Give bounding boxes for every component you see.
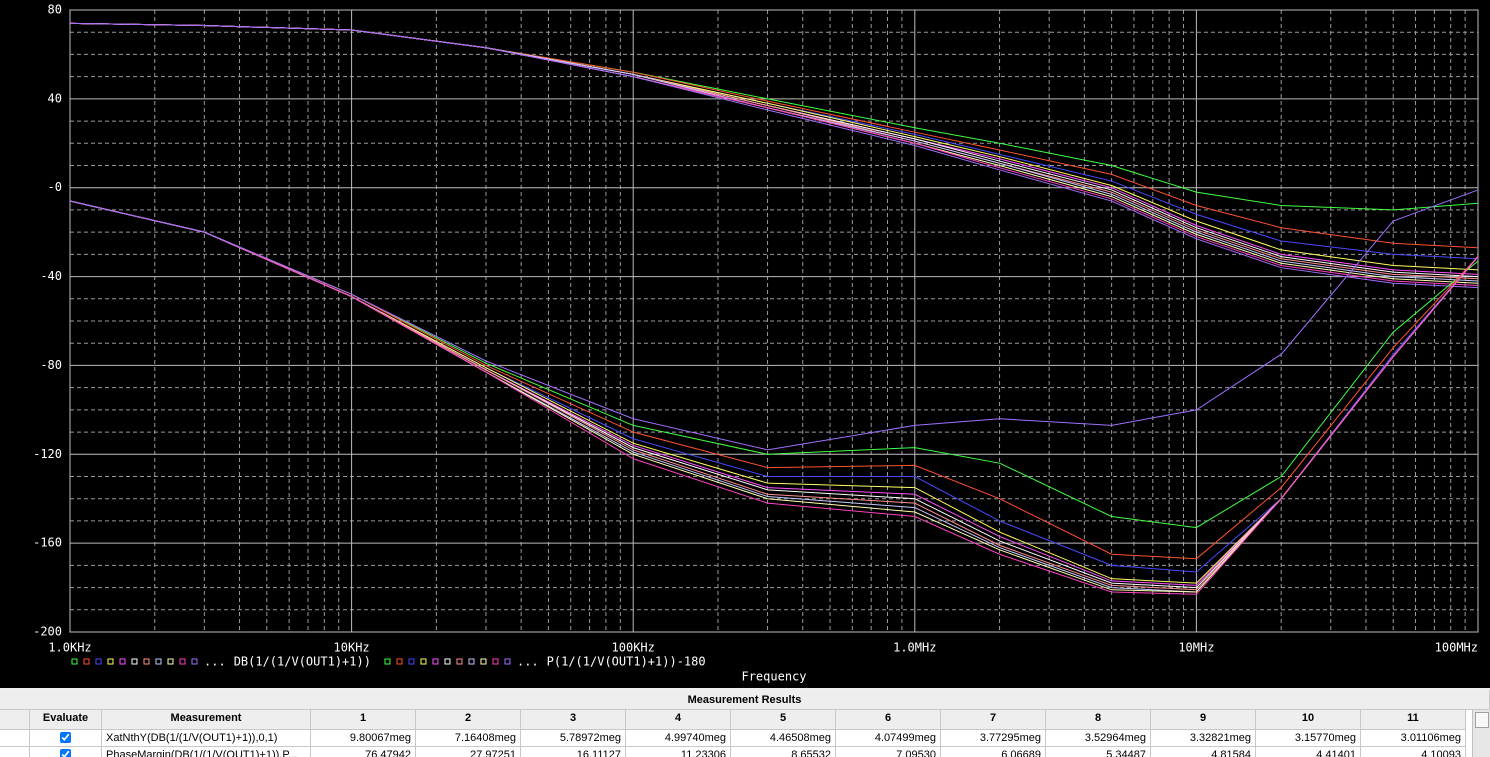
legend-marker xyxy=(396,658,403,665)
legend-marker xyxy=(408,658,415,665)
x-tick-label: 100MHz xyxy=(1435,641,1478,655)
row-selector xyxy=(0,747,30,757)
y-tick-label: -0 xyxy=(48,180,62,194)
y-tick-label: 80 xyxy=(48,3,62,17)
table-title: Measurement Results xyxy=(0,690,1490,710)
y-tick-label: 40 xyxy=(48,91,62,105)
column-header: 6 xyxy=(836,710,941,730)
row-selector xyxy=(0,730,30,747)
column-header: 9 xyxy=(1151,710,1256,730)
y-tick-label: -80 xyxy=(40,358,62,372)
value-cell: 76.47942 xyxy=(311,747,416,757)
legend-marker xyxy=(119,658,126,665)
legend-entry: DB(1/(1/V(OUT1)+1)) xyxy=(234,655,371,669)
value-cell: 7.16408meg xyxy=(416,730,521,747)
line xyxy=(69,189,1479,451)
legend-marker xyxy=(143,658,150,665)
legend-marker xyxy=(155,658,162,665)
x-tick-label: 1.0MHz xyxy=(893,641,936,655)
line xyxy=(69,200,1479,595)
legend-marker xyxy=(83,658,90,665)
column-header: 1 xyxy=(311,710,416,730)
column-header: 4 xyxy=(626,710,731,730)
value-cell: 4.41401 xyxy=(1256,747,1361,757)
legend-marker xyxy=(71,658,78,665)
column-header: 2 xyxy=(416,710,521,730)
value-cell: 5.78972meg xyxy=(521,730,626,747)
y-tick-label: -120 xyxy=(33,447,62,461)
y-tick-label: -40 xyxy=(40,269,62,283)
column-header: 3 xyxy=(521,710,626,730)
legend-marker xyxy=(167,658,174,665)
value-cell: 3.32821meg xyxy=(1151,730,1256,747)
column-header: Evaluate xyxy=(30,710,102,730)
value-cell: 7.09530 xyxy=(836,747,941,757)
x-tick-label: 10KHz xyxy=(334,641,370,655)
value-cell: 3.01106meg xyxy=(1361,730,1466,747)
evaluate-checkbox[interactable] xyxy=(60,732,71,743)
column-header: 7 xyxy=(941,710,1046,730)
x-axis-label: Frequency xyxy=(741,670,806,684)
value-cell: 4.81584 xyxy=(1151,747,1256,757)
value-cell: 27.97251 xyxy=(416,747,521,757)
legend-marker xyxy=(95,658,102,665)
legend-marker xyxy=(480,658,487,665)
value-cell: 9.80067meg xyxy=(311,730,416,747)
chart: Frequency 80 40 -0 -40 -80 -120 -160 -200 1.0KHz… xyxy=(0,0,1490,688)
x-tick-label: 100KHz xyxy=(612,641,655,655)
value-cell: 4.99740meg xyxy=(626,730,731,747)
legend-marker xyxy=(384,658,391,665)
plot-background xyxy=(0,0,1490,688)
value-cell: 16.11127 xyxy=(521,747,626,757)
scroll-up[interactable] xyxy=(1475,712,1489,728)
value-cell: 11.23306 xyxy=(626,747,731,757)
legend-marker xyxy=(107,658,114,665)
x-tick-label: 10MHz xyxy=(1178,641,1214,655)
value-cell: 3.15770meg xyxy=(1256,730,1361,747)
value-cell: 4.10093 xyxy=(1361,747,1466,757)
legend-marker xyxy=(456,658,463,665)
column-header: 11 xyxy=(1361,710,1466,730)
evaluate-checkbox[interactable] xyxy=(60,749,71,757)
value-cell: 8.65532 xyxy=(731,747,836,757)
legend-marker xyxy=(492,658,499,665)
measurement-table: Measurement Results Evaluate Measurement 1… xyxy=(0,690,1490,757)
legend-marker xyxy=(420,658,427,665)
y-tick-label: -200 xyxy=(33,625,62,639)
column-header: Measurement xyxy=(102,710,311,730)
measurement-cell: XatNthY(DB(1/(1/V(OUT1)+1)),0,1) xyxy=(102,730,311,747)
header-cell xyxy=(0,710,30,730)
value-cell: 4.46508meg xyxy=(731,730,836,747)
column-header: 10 xyxy=(1256,710,1361,730)
measurement-cell: PhaseMargin(DB(1/(1/V(OUT1)+1)),P... xyxy=(102,747,311,757)
value-cell: 6.06689 xyxy=(941,747,1046,757)
x-tick-label: 1.0KHz xyxy=(48,641,91,655)
value-cell: 3.77295meg xyxy=(941,730,1046,747)
legend-marker xyxy=(444,658,451,665)
evaluate-cell xyxy=(30,747,102,757)
value-cell: 5.34487 xyxy=(1046,747,1151,757)
legend-marker xyxy=(504,658,511,665)
value-cell: 3.52964meg xyxy=(1046,730,1151,747)
legend-entry: P(1/(1/V(OUT1)+1))-180 xyxy=(547,655,706,669)
scrollbar[interactable] xyxy=(1472,710,1490,757)
legend-marker xyxy=(432,658,439,665)
legend-marker xyxy=(191,658,198,665)
evaluate-cell xyxy=(30,730,102,747)
legend-ellipsis: ... xyxy=(517,655,539,669)
column-header: 8 xyxy=(1046,710,1151,730)
legend-marker xyxy=(468,658,475,665)
legend-marker xyxy=(179,658,186,665)
column-header: 5 xyxy=(731,710,836,730)
y-tick-label: -160 xyxy=(33,536,62,550)
value-cell: 4.07499meg xyxy=(836,730,941,747)
legend-ellipsis: ... xyxy=(204,655,226,669)
legend-marker xyxy=(131,658,138,665)
line xyxy=(69,22,1479,289)
